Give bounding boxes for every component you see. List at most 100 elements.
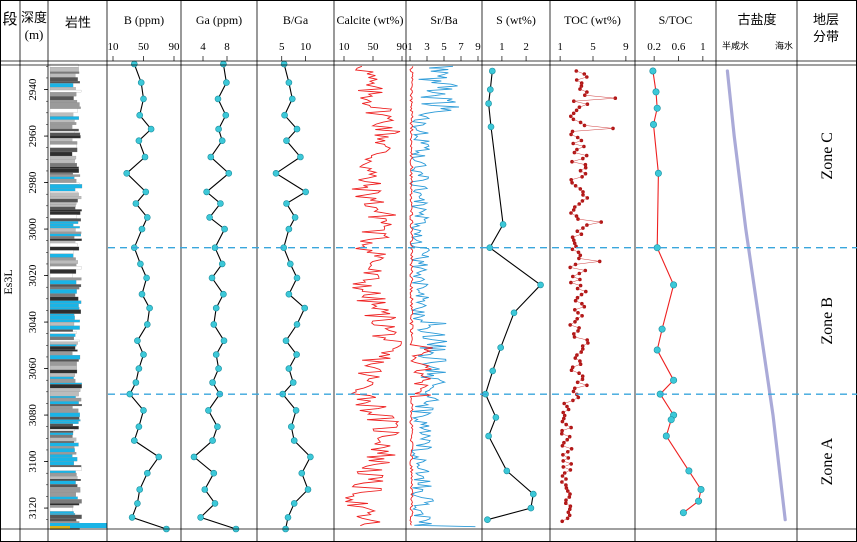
lithology-bed (49, 124, 73, 130)
data-point (209, 379, 216, 386)
data-point (225, 170, 233, 177)
lithology-bed (49, 99, 78, 103)
data-point (293, 351, 300, 358)
lithology-bed (49, 313, 75, 316)
lithology-bed (49, 73, 76, 78)
lithology-bed (49, 484, 78, 488)
data-point (220, 290, 227, 298)
data-point (285, 290, 293, 298)
data-point (206, 214, 213, 221)
data-point (652, 88, 660, 96)
depth-tick-label: 2980 (27, 171, 39, 194)
lithology-bed (49, 307, 80, 310)
lithology-bed (49, 492, 76, 497)
track-tick-label: 1 (557, 41, 563, 53)
lithology-bed (49, 218, 81, 222)
calcite-curve (345, 65, 402, 527)
lithology-bed (49, 196, 82, 200)
data-point (190, 453, 198, 461)
data-point (307, 453, 314, 461)
data-point (143, 274, 150, 282)
track-header: S/TOC (659, 13, 693, 27)
data-point (136, 486, 143, 493)
lithology-bed (49, 361, 77, 366)
data-point (132, 379, 140, 386)
data-point (527, 504, 535, 512)
toc-point (582, 123, 587, 128)
data-point (220, 337, 228, 345)
lithology-bed (49, 246, 80, 251)
track-tick-label: 5 (590, 41, 596, 53)
lithology-bed (49, 303, 79, 308)
lithology-bed (49, 87, 76, 91)
toc-connector (574, 385, 587, 389)
stage-value: Es3L (1, 269, 15, 294)
lithology-bed (49, 355, 81, 360)
lithology-bed (49, 397, 82, 402)
paleosalinity-header: 古盐度 (737, 12, 776, 27)
lithology-bed (49, 108, 78, 113)
lithology-bed (49, 172, 73, 175)
lithology-bed (49, 339, 80, 342)
lithology-bed (49, 425, 79, 430)
data-point (304, 486, 312, 493)
data-point (155, 453, 163, 461)
data-point (135, 423, 143, 431)
data-point (220, 60, 227, 68)
track-tick-label: 10 (339, 41, 351, 53)
lithology-bed (49, 479, 81, 481)
lithology-bed (49, 106, 81, 109)
lithology-bed (49, 430, 74, 433)
lithology-bed (49, 441, 75, 443)
text-layer: 段 深度 (m) 岩性 古盐度 半咸水 海水 地层 分带 Es3L 294029… (1, 10, 839, 519)
paleosalinity-right-label: 海水 (775, 40, 793, 51)
lithology-bed (49, 319, 80, 323)
lithology-bed (49, 89, 82, 93)
data-point (223, 79, 230, 86)
lithology-bed (49, 429, 75, 432)
data-point (658, 325, 666, 333)
data-point (510, 309, 518, 317)
lithology-bed (49, 470, 76, 474)
lithology-bed (49, 408, 79, 413)
lithology-bed (49, 378, 76, 383)
data-point (298, 469, 306, 477)
lithology-bed (49, 466, 82, 471)
data-point (135, 365, 143, 372)
data-point (289, 379, 297, 386)
track-tick-label: 50 (368, 41, 380, 53)
data-point (214, 423, 221, 431)
lithology-bed (49, 211, 81, 215)
track-tick-label: 50 (138, 41, 150, 53)
data-point (205, 407, 212, 414)
lithology-bed (49, 277, 82, 281)
depth-tick-label: 3020 (27, 264, 39, 287)
lithology-bed (49, 221, 79, 224)
lithology-bed (49, 135, 81, 139)
data-point (208, 274, 216, 282)
data-point (212, 304, 220, 312)
lithology-bed (49, 253, 74, 258)
paleosalinity-trend (725, 69, 787, 522)
data-point (290, 500, 298, 507)
lithology-bed (49, 496, 78, 500)
lithology-bed (49, 83, 74, 88)
lithology-bed (49, 369, 78, 374)
track-tick-label: 10 (300, 41, 312, 53)
lithology-bed (49, 67, 79, 72)
lithology-bed (49, 388, 81, 392)
lithology-bed (49, 442, 79, 447)
paleosalinity-left-label: 半咸水 (722, 40, 749, 51)
data-point (215, 365, 222, 372)
lithology-bed (49, 223, 74, 227)
depth-tick-label: 3120 (27, 497, 39, 519)
data-point (144, 214, 151, 221)
lithology-bed (49, 341, 78, 345)
lithology-bed (49, 209, 82, 212)
track-tick-label: 5 (279, 41, 285, 53)
data-point (293, 125, 301, 133)
data-point (697, 485, 705, 493)
data-point (282, 337, 290, 345)
lithology-bed (49, 147, 78, 153)
data-point (140, 351, 147, 358)
